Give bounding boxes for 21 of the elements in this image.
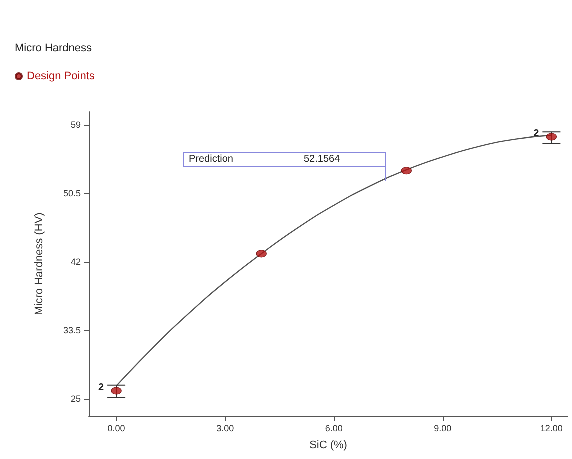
- x-tick-label: 9.00: [434, 424, 452, 434]
- x-tick-label: 12.00: [540, 424, 563, 434]
- chart-title: Micro Hardness: [15, 42, 93, 54]
- x-tick-label: 3.00: [216, 424, 234, 434]
- x-tick-label: 6.00: [325, 424, 343, 434]
- y-tick-label: 42: [70, 256, 81, 267]
- point: [256, 250, 267, 258]
- y-axis-title: Micro Hardness (HV): [34, 212, 46, 316]
- annotation: 52.1564: [304, 153, 340, 166]
- y-tick-label: 59: [70, 120, 81, 130]
- point: [401, 167, 412, 175]
- y-tick-label: 50.5: [63, 188, 81, 198]
- annotation: 2: [98, 382, 105, 394]
- annotation: Prediction: [189, 153, 234, 166]
- legend-label: Design Points: [27, 70, 96, 82]
- y-tick-label: 33.5: [63, 326, 81, 336]
- point: [111, 387, 122, 395]
- y-tick-label: 25: [70, 394, 81, 404]
- x-tick-label: 0.00: [108, 424, 126, 434]
- x-axis-title: SiC (%): [310, 440, 348, 452]
- point: [546, 133, 557, 141]
